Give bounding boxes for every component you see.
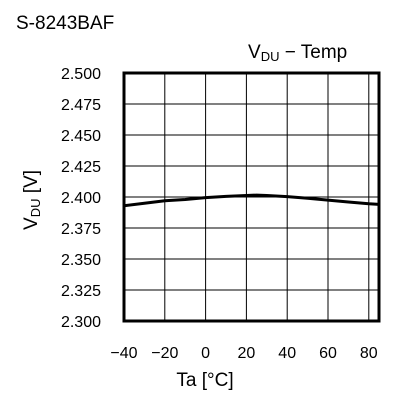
x-tick-label: 20	[238, 345, 256, 362]
y-tick-label: 2.450	[61, 128, 101, 145]
x-tick-label: −20	[151, 345, 178, 362]
y-tick-label: 2.300	[61, 314, 101, 331]
y-tick-label: 2.350	[61, 252, 101, 269]
x-tick-label: 0	[201, 345, 210, 362]
grid-lines	[124, 73, 379, 321]
y-tick-label: 2.375	[61, 221, 101, 238]
x-tick-label: 60	[319, 345, 337, 362]
x-tick-label: 40	[278, 345, 296, 362]
device-label: S-8243BAF	[16, 13, 115, 34]
series-line	[123, 193, 380, 208]
y-tick-label: 2.500	[61, 66, 101, 83]
y-tick-label: 2.325	[61, 283, 101, 300]
x-axis-label: Ta [°C]	[176, 370, 234, 391]
y-tick-label: 2.400	[61, 190, 101, 207]
tick-labels: −40 −20 0 20 40 60 80 2.300 2.325 2.350 2.375 2.400…	[61, 66, 378, 362]
plot-series	[123, 193, 380, 208]
x-tick-label: 80	[360, 345, 378, 362]
y-tick-label: 2.475	[61, 97, 101, 114]
x-tick-label: −40	[110, 345, 137, 362]
chart-title: VDU − Temp	[248, 42, 348, 64]
plot-frame	[122, 71, 381, 323]
y-tick-label: 2.425	[61, 159, 101, 176]
